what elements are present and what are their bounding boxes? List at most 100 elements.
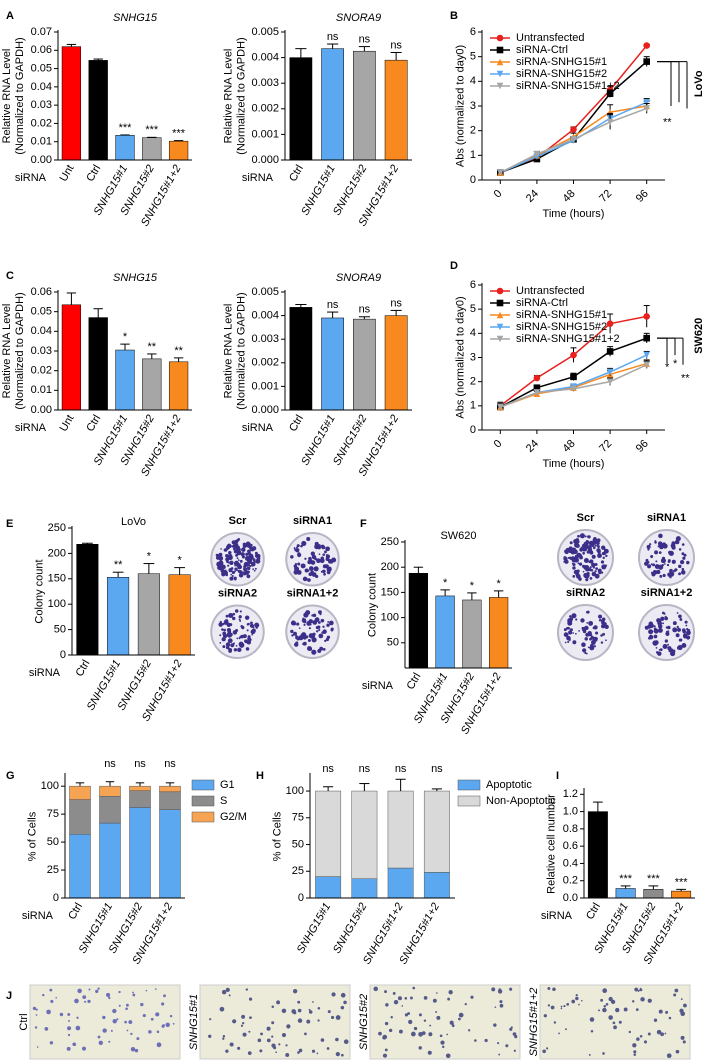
colony [667,630,670,633]
colony [569,615,572,618]
colony [658,533,663,539]
cell [340,1005,345,1010]
y-tick-label: 0.03 [31,99,52,111]
bar-segment [315,790,342,877]
colony [301,618,307,623]
chart-title: SNORA9 [336,12,381,24]
y-tick-label: 100 [48,598,66,610]
significance: ns [395,763,407,775]
cell [67,1026,72,1031]
bar [462,599,482,669]
cell [385,1003,389,1007]
cell [497,1042,500,1045]
cell [148,1030,152,1034]
panel-label: A [6,10,14,22]
micrograph [539,984,691,1060]
colony [587,535,590,539]
cell [50,999,54,1004]
colony [576,569,580,573]
cell [260,1032,263,1036]
bar [76,544,99,656]
legend-marker [496,299,504,307]
cell [34,1026,38,1029]
data-point [643,313,650,320]
x-group-label: siRNA [242,172,274,184]
cell [498,988,502,991]
cell [432,998,437,1003]
colony [671,649,675,653]
error-bar [173,140,184,142]
colony [237,565,242,570]
colony [251,628,256,633]
y-tick-label: 50 [54,624,66,636]
cell [44,1026,49,1031]
x-tick-label: 24 [524,188,541,205]
colony [565,550,569,554]
colony [219,566,223,571]
colony [601,620,605,624]
y-tick-label: 0 [470,424,476,436]
colony [306,537,311,542]
colony [231,545,234,548]
y-tick-label: 0.02 [31,365,52,377]
colony [307,638,311,642]
cell [142,1014,146,1018]
cell [429,1024,432,1027]
cell [392,991,396,995]
colony [583,558,589,563]
colony [678,548,682,551]
colony [673,569,676,573]
colony [317,545,322,550]
colony [250,621,253,625]
data-point [643,351,650,359]
colony [218,552,223,557]
cell [74,998,79,1004]
y-tick-label: 6 [470,26,476,38]
cell [209,1018,212,1021]
error-bar [66,292,77,305]
colony [582,551,585,555]
image-label: siRNA1 [293,515,332,527]
colony [593,645,596,648]
colony [307,559,312,565]
colony [653,625,656,628]
cell [320,1038,325,1042]
colony [569,541,573,545]
cell [464,1003,467,1006]
panel-label: D [450,260,458,272]
cell [156,1042,162,1048]
colony [602,556,605,560]
panel-label: C [6,270,14,282]
colony [227,564,230,567]
y-axis-label: Relative RNA Level [222,49,234,144]
plate [285,604,340,659]
colony [581,564,586,568]
x-tick-label: 0 [492,438,505,451]
cell [543,1014,547,1018]
y-tick-label: 0.0 [563,892,578,904]
bar-segment [69,785,91,800]
y-tick-label: 75 [292,812,304,824]
colony [237,563,241,567]
data-point [643,99,650,106]
cell [632,1043,637,1048]
x-tick-label: SNHG15#1+2 [397,901,442,967]
colony [322,553,326,556]
colony [246,629,249,632]
cell [673,993,677,997]
y-axis-label: Relative RNA Level [1,49,13,144]
colony [603,550,607,554]
colony [293,631,297,636]
y-tick-label: 0.4 [563,857,578,869]
cell [546,1047,549,1050]
y-axis-label: Relative RNA Level [222,304,234,399]
cell [225,1049,229,1053]
cell [297,1051,300,1054]
cell [271,1035,274,1038]
colony [667,560,671,563]
error-bar [648,885,659,890]
cell [247,1051,252,1055]
bar [61,304,82,411]
colony [569,628,573,632]
panel-label: I [556,770,559,782]
